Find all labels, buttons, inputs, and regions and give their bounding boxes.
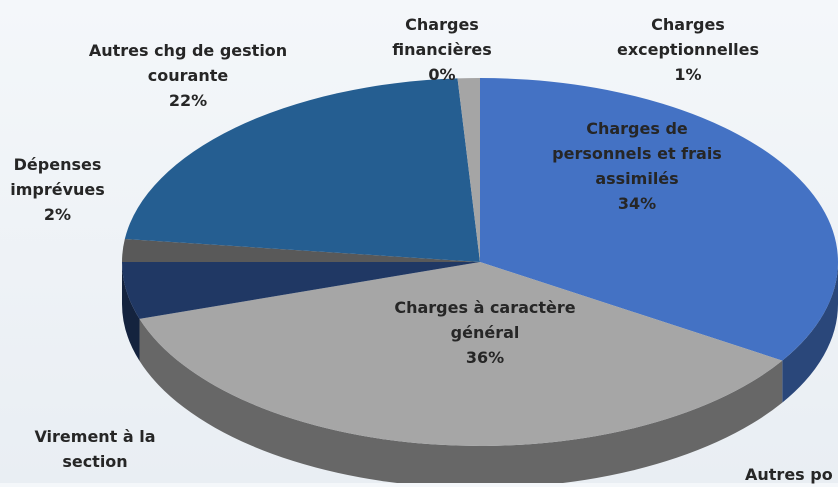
category-name: Dépenses imprévues [10, 155, 105, 199]
category-name: Autres chg de gestion courante [88, 41, 288, 85]
slice-label: Autres po [745, 462, 838, 487]
category-name: Charges financières [392, 15, 492, 59]
value-label: 0% [428, 65, 456, 84]
slice-side [122, 262, 140, 361]
slice [124, 78, 480, 262]
slice-side [139, 318, 783, 483]
category-name: Charges à caractère général [394, 298, 576, 342]
value-label: 1% [674, 65, 702, 84]
slice-side [782, 262, 838, 403]
slice [122, 238, 480, 262]
slice [139, 262, 783, 446]
slice-label: Charges à caractère général 36% [385, 295, 585, 370]
category-name: Virement à la section [34, 427, 156, 471]
category-name: Charges de personnels et frais assimilés [552, 119, 722, 188]
slice-label: Dépenses imprévues 2% [0, 152, 115, 227]
slice [480, 78, 838, 361]
value-label: 22% [168, 91, 208, 110]
category-name: Autres po [745, 465, 833, 484]
value-label: 34% [617, 194, 657, 213]
value-label: 36% [465, 348, 505, 367]
slice [457, 78, 480, 262]
slice-label: Virement à la section [20, 424, 170, 474]
slice-label: Charges exceptionnelles 1% [598, 12, 778, 87]
category-name: Charges exceptionnelles [616, 15, 760, 59]
slice-label: Autres chg de gestion courante 22% [88, 38, 288, 113]
slice-label: Charges de personnels et frais assimilés… [552, 116, 722, 216]
slice [122, 262, 480, 319]
value-label: 2% [43, 205, 72, 224]
slice-label: Charges financières 0% [372, 12, 512, 87]
